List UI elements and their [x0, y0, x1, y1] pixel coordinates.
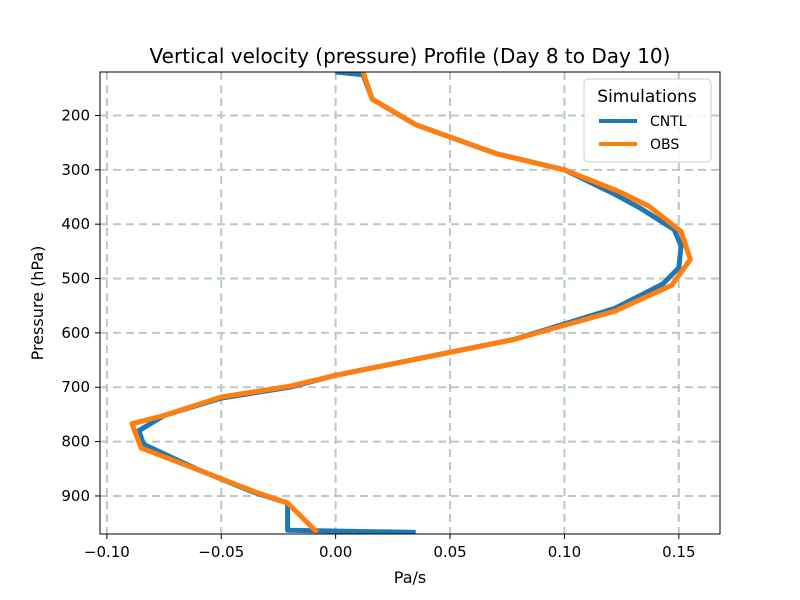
legend: Simulations CNTL OBS — [583, 78, 712, 163]
plot-frame — [99, 71, 721, 535]
legend-label-obs: OBS — [650, 137, 679, 153]
x-tick-label: 0.00 — [319, 543, 352, 561]
y-axis-label: Pressure (hPa) — [28, 246, 47, 361]
x-tick-label: 0.10 — [548, 543, 581, 561]
y-tick-label: 600 — [61, 324, 90, 342]
tick-layer: −0.10 −0.05 0.00 0.05 0.10 0.15 200 300 400 500 60… — [61, 106, 695, 561]
x-tick-label: −0.05 — [198, 543, 244, 561]
legend-label-cntl: CNTL — [650, 114, 687, 130]
y-tick-label: 500 — [61, 270, 90, 288]
legend-box — [583, 78, 712, 163]
legend-title: Simulations — [597, 87, 697, 107]
series-layer — [129, 72, 693, 534]
x-axis-label: Pa/s — [394, 568, 426, 587]
series-line-obs — [129, 72, 693, 534]
grid-layer — [100, 72, 720, 534]
x-tick-label: 0.05 — [433, 543, 466, 561]
x-tick-label: 0.15 — [662, 543, 695, 561]
y-tick-label: 400 — [61, 215, 90, 233]
axes-layer — [99, 71, 721, 535]
x-tick-label: −0.10 — [84, 543, 130, 561]
y-tick-label: 900 — [61, 487, 90, 505]
chart-title: Vertical velocity (pressure) Profile (Da… — [150, 44, 671, 68]
y-tick-label: 800 — [61, 433, 90, 451]
y-tick-label: 200 — [61, 106, 90, 124]
y-tick-label: 300 — [61, 161, 90, 179]
y-tick-label: 700 — [61, 378, 90, 396]
